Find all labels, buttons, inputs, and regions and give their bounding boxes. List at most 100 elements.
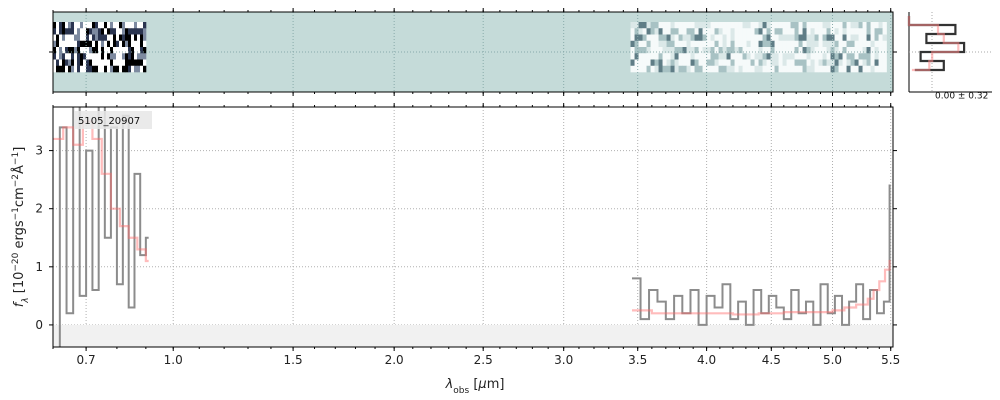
spectrum-2d-pixel	[86, 53, 90, 60]
spectrum-2d-pixel	[77, 59, 81, 67]
spectrum-2d-pixel	[714, 34, 719, 42]
spectrum-2d-pixel	[786, 65, 791, 73]
spectrum-2d-pixel	[846, 28, 851, 35]
spectrum-2d-pixel	[80, 47, 84, 54]
spectrum-2d-pixel	[694, 22, 699, 29]
spectrum-2d-pixel	[143, 22, 147, 29]
spectrum-2d-pixel	[62, 28, 66, 35]
spectrum-2d-pixel	[742, 47, 747, 54]
spectrum-2d-pixel	[674, 65, 679, 73]
spectrum-2d-pixel	[798, 22, 803, 29]
spectrum-2d-pixel	[634, 34, 639, 42]
spectrum-2d-pixel	[53, 28, 57, 35]
spectrum-2d-pixel	[782, 53, 787, 60]
spectrum-2d-pixel	[870, 22, 875, 29]
spectrum-2d-pixel	[666, 28, 671, 35]
spectrum-2d-pixel	[137, 47, 141, 54]
spectrum-2d-pixel	[862, 59, 867, 67]
spectrum-2d-pixel	[674, 28, 679, 35]
spectrum-2d-pixel	[101, 40, 105, 48]
spectrum-2d-pixel	[137, 40, 141, 48]
spectrum-2d-pixel	[810, 53, 815, 60]
spectrum-2d-pixel	[706, 65, 711, 73]
spectrum-2d-pixel	[642, 47, 647, 54]
spectrum-2d-pixel	[134, 65, 138, 73]
spectrum-2d-pixel	[53, 59, 57, 67]
spectrum-2d-pixel	[682, 28, 687, 35]
spectrum-2d-pixel	[682, 59, 687, 67]
spectrum-2d-pixel	[806, 59, 811, 67]
spectrum-2d-pixel	[137, 22, 141, 29]
spectrum-2d-pixel	[690, 59, 695, 67]
spectrum-2d-pixel	[806, 40, 811, 48]
spectrum-2d-pixel	[810, 28, 815, 35]
spectrum-2d-pixel	[98, 59, 102, 67]
spectrum-2d-ticks	[49, 8, 897, 96]
spectrum-2d-pixel	[810, 47, 815, 54]
spectrum-2d-pixel	[830, 59, 835, 67]
spectrum-2d-pixel	[107, 53, 111, 60]
spectrum-2d-pixel	[98, 65, 102, 73]
spectrum-2d-pixel	[662, 59, 667, 67]
spectrum-2d-pixel	[742, 28, 747, 35]
spectrum-2d-pixel	[116, 53, 120, 60]
spectrum-2d-pixel	[726, 22, 731, 29]
spectrum-2d-pixel	[131, 53, 135, 60]
spectrum-2d-pixel	[814, 59, 819, 67]
spectrum-2d-pixel	[110, 53, 114, 60]
spectrum-2d-pixel	[826, 40, 831, 48]
spectrum-2d-pixel	[722, 59, 727, 67]
spectrum-2d-pixel	[818, 40, 823, 48]
spectrum-2d-pixel	[53, 40, 57, 48]
spectrum-2d-pixel	[131, 34, 135, 42]
spectrum-2d-pixel	[702, 47, 707, 54]
spectrum-2d-pixel	[107, 28, 111, 35]
spectrum-2d-pixel	[766, 47, 771, 54]
spectrum-2d-pixel	[730, 65, 735, 73]
spectrum-2d-pixel	[766, 59, 771, 67]
spectrum-2d-pixel	[59, 47, 63, 54]
spectrum-2d-pixel	[718, 22, 723, 29]
spectrum-2d-pixel	[746, 47, 751, 54]
spectrum-2d-pixel	[770, 22, 775, 29]
y-tick-label: 0	[35, 318, 43, 332]
spectrum-2d-pixel	[742, 65, 747, 73]
spectrum-2d-pixel	[71, 65, 75, 73]
spectrum-2d-pixel	[710, 34, 715, 42]
spectrum-2d-pixel	[734, 22, 739, 29]
spectrum-2d-pixel	[722, 22, 727, 29]
spectrum-2d-pixel	[140, 47, 144, 54]
spectrum-2d-pixel	[62, 65, 66, 73]
spectrum-2d-pixel	[638, 47, 643, 54]
spectrum-2d-pixel	[98, 34, 102, 42]
spectrum-2d-pixel	[698, 47, 703, 54]
x-tick-label: 3.5	[628, 353, 647, 367]
spectrum-2d-pixel	[140, 59, 144, 67]
spectrum-2d-pixel	[854, 47, 859, 54]
spectrum-2d-pixel	[714, 65, 719, 73]
spectrum-2d-pixel	[630, 47, 635, 54]
spectrum-2d-pixel	[762, 65, 767, 73]
spectrum-2d-pixel	[53, 53, 57, 60]
spectrum-2d-pixel	[131, 22, 135, 29]
spectrum-2d-pixel	[71, 22, 75, 29]
spectrum-2d-pixel	[754, 40, 759, 48]
spectrum-2d-pixel	[838, 40, 843, 48]
spectrum-2d-pixel	[846, 53, 851, 60]
spectrum-2d-pixel	[110, 59, 114, 67]
spectrum-2d-pixel	[690, 28, 695, 35]
spectrum-2d-pixel	[750, 40, 755, 48]
spectrum-2d-pixel	[778, 53, 783, 60]
spectrum-2d-pixel	[74, 40, 78, 48]
spectrum-2d-pixel	[746, 28, 751, 35]
spectrum-2d-pixel	[746, 65, 751, 73]
spectrum-2d-pixel	[686, 28, 691, 35]
spectrum-2d-pixel	[698, 22, 703, 29]
spectrum-2d-pixel	[762, 40, 767, 48]
spectrum-2d-pixel	[754, 53, 759, 60]
spectrum-2d-pixel	[738, 65, 743, 73]
spectrum-2d-pixel	[854, 65, 859, 73]
spectrum-2d-pixel	[826, 22, 831, 29]
spectrum-2d-pixel	[722, 28, 727, 35]
spectrum-2d-pixel	[786, 22, 791, 29]
